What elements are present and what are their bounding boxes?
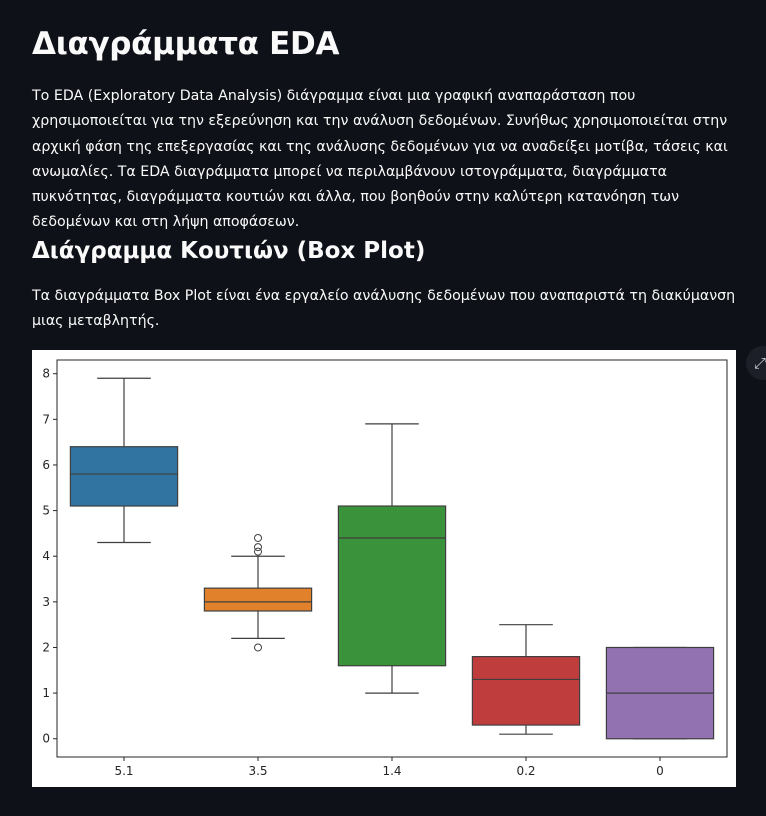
box-plot-svg: 0 1 2 3 4 5 6 7 8 5.1 3.5 1.4 0.2 0 [42, 359, 728, 778]
axes-frame [56, 359, 728, 758]
y-tick-label: 3 [42, 595, 50, 609]
y-tick-label: 5 [42, 504, 50, 518]
y-tick-label: 6 [42, 458, 50, 472]
section-paragraph: Τα διαγράμματα Box Plot είναι ένα εργαλε… [32, 288, 736, 330]
box-3.5 [203, 587, 313, 612]
x-tick-label: 3.5 [248, 764, 267, 778]
box-0.2 [471, 656, 581, 726]
y-tick-label: 8 [42, 367, 50, 381]
box-plot-chart: 0 1 2 3 4 5 6 7 8 5.1 3.5 1.4 0.2 0 [32, 350, 736, 787]
page-title: Διαγράμματα EDA [32, 26, 340, 62]
y-tick-label: 1 [42, 686, 50, 700]
y-tick-label: 0 [42, 732, 50, 746]
outlier-point [254, 543, 262, 552]
x-tick-label: 0.2 [516, 764, 535, 778]
outlier-point [254, 547, 262, 556]
intro-paragraph: Το EDA (Exploratory Data Analysis) διάγρ… [32, 88, 728, 231]
x-tick-label: 5.1 [114, 764, 133, 778]
expand-icon[interactable]: ⤢ [746, 346, 766, 380]
y-tick-label: 4 [42, 549, 50, 563]
section-title: Διάγραμμα Κουτιών (Box Plot) [32, 238, 426, 264]
box-1.4 [337, 505, 447, 667]
outlier-point [254, 533, 262, 542]
x-tick-label: 1.4 [382, 764, 401, 778]
y-tick-label: 2 [42, 640, 50, 654]
box-5.1 [69, 446, 179, 507]
outlier-point [254, 643, 262, 652]
x-tick-label: 0 [656, 764, 664, 778]
y-tick-label: 7 [42, 412, 50, 426]
